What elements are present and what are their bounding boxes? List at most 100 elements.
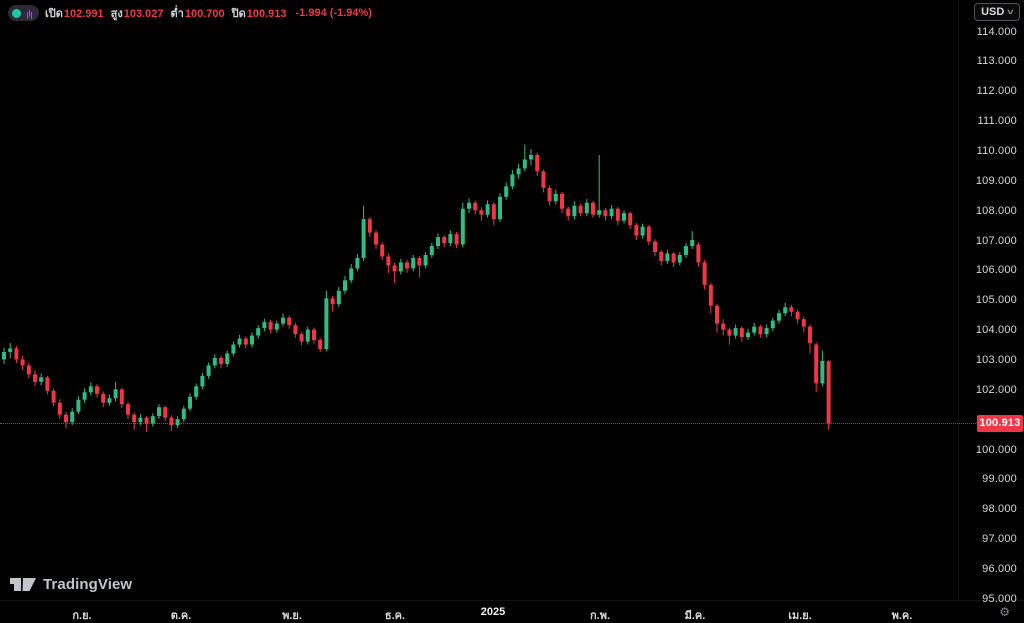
candle: [287, 315, 292, 329]
candle: [801, 316, 806, 333]
candle: [268, 319, 273, 334]
x-tick-label: ต.ค.: [170, 610, 192, 622]
candle: [336, 286, 341, 308]
x-tick-label: พ.ค.: [891, 610, 913, 622]
last-price-tag: 100.913: [977, 414, 1023, 432]
candle: [566, 206, 571, 221]
candle: [690, 231, 695, 250]
y-tick-label: 108.000: [975, 204, 1017, 217]
candle: [646, 224, 651, 246]
price-axis[interactable]: 114.000 113.000 112.000 111.000 110.000 109.0…: [958, 0, 1024, 605]
candle: [454, 231, 459, 249]
change-value: -1.994 (-1.94%): [295, 7, 372, 19]
candle: [467, 198, 471, 214]
candle: [653, 239, 657, 257]
candle: [498, 193, 502, 223]
candle: [361, 205, 366, 261]
candle: [677, 251, 682, 266]
x-tick-label: ก.ย.: [72, 610, 92, 622]
candle: [708, 282, 713, 314]
time-axis[interactable]: ⚙ ก.ย. ต.ค. พ.ย. ธ.ค. 2025 ก.พ. มี.ค. เม.ย. พ.ค.: [0, 600, 1024, 623]
y-tick-label: 96.000: [982, 562, 1017, 575]
candle: [76, 396, 81, 415]
candle: [442, 234, 447, 247]
candle: [665, 249, 670, 264]
candle: [293, 322, 298, 338]
candle: [26, 362, 31, 379]
candle: [138, 414, 143, 426]
candle: [181, 405, 186, 423]
candle: [553, 189, 558, 205]
candle: [237, 334, 242, 348]
y-tick-label: 95.000: [982, 592, 1017, 605]
candle: [622, 210, 626, 224]
y-tick-label: 102.000: [975, 383, 1017, 396]
y-tick-label: 98.000: [982, 503, 1017, 516]
y-tick-label: 97.000: [982, 533, 1017, 546]
chevron-down-icon: ˅: [1007, 7, 1014, 17]
candle: [529, 149, 533, 166]
candle: [70, 408, 75, 426]
candle: [113, 381, 118, 402]
candle: [107, 394, 112, 406]
candle: [194, 383, 199, 400]
y-tick-label: 110.000: [976, 145, 1017, 157]
candle: [405, 260, 409, 273]
candle: [219, 355, 223, 369]
axis-settings-gear-icon[interactable]: ⚙: [999, 605, 1010, 619]
candle: [188, 393, 192, 412]
candle: [324, 290, 329, 352]
candle: [157, 404, 161, 420]
candle: [411, 254, 416, 272]
candle: [597, 154, 602, 218]
x-tick-label: ธ.ค.: [384, 610, 406, 622]
candle: [318, 337, 323, 352]
high-label: สูง: [110, 8, 123, 20]
x-tick-label: ก.พ.: [589, 610, 611, 622]
x-tick-label: มี.ค.: [684, 610, 706, 622]
candle: [448, 230, 453, 247]
candle: [392, 262, 397, 284]
candle: [39, 373, 44, 386]
candle: [225, 350, 230, 367]
x-tick-label: พ.ย.: [282, 610, 302, 622]
candle: [231, 341, 236, 357]
low-label: ต่ำ: [170, 8, 184, 20]
candle: [57, 399, 62, 420]
candle: [727, 327, 732, 345]
candle: [45, 375, 50, 395]
candle: [374, 230, 378, 250]
candle: [119, 387, 124, 409]
candle: [312, 327, 316, 344]
candle: [299, 331, 304, 346]
last-price-line: [0, 422, 978, 424]
candle: [281, 313, 285, 327]
candle: [2, 347, 6, 364]
candle: [826, 360, 831, 430]
candle: [64, 411, 68, 429]
y-tick-label: 114.000: [976, 25, 1017, 38]
candle: [671, 251, 676, 267]
candle: [485, 200, 490, 218]
candlestick-series: [2, 144, 831, 432]
candle: [684, 243, 688, 258]
chart-pane[interactable]: [0, 0, 958, 600]
tradingview-logo[interactable]: TradingView: [10, 575, 132, 594]
candle: [659, 249, 664, 266]
candle: [721, 319, 726, 336]
candle: [522, 144, 527, 172]
candle: [634, 223, 639, 241]
candle: [355, 254, 360, 272]
candle: [14, 346, 19, 364]
candle: [715, 303, 719, 333]
candle: [572, 201, 577, 220]
candle: [820, 350, 825, 387]
candle: [132, 412, 137, 430]
candle: [429, 243, 434, 258]
close-label: ปิด: [231, 8, 246, 20]
symbol-toggle[interactable]: [8, 5, 39, 21]
currency-selector[interactable]: USD ˅: [974, 3, 1020, 21]
candle: [150, 413, 155, 427]
y-tick-label: 104.000: [975, 324, 1017, 337]
